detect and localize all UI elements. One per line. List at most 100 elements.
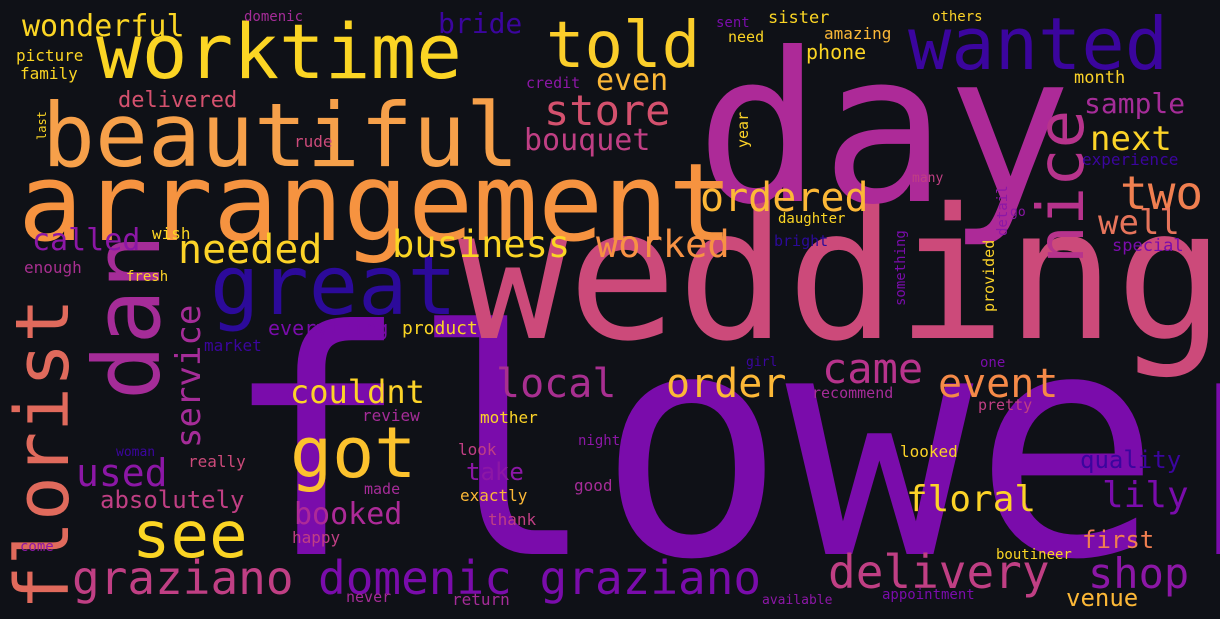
word-flower: flower	[222, 264, 1220, 619]
word-needed: needed	[178, 227, 323, 273]
word-go: go	[1010, 205, 1026, 220]
word-woman: woman	[116, 445, 156, 460]
word-well: well	[1098, 203, 1180, 243]
word-night: night	[578, 433, 621, 449]
word-service: service	[169, 304, 209, 448]
word-many: many	[912, 171, 944, 186]
word-shop: shop	[1088, 549, 1190, 598]
word-absolutely: absolutely	[100, 486, 245, 514]
word-something: something	[893, 230, 909, 306]
word-business: business	[392, 223, 571, 266]
word-product: product	[402, 318, 478, 339]
word-daughter: daughter	[778, 211, 846, 227]
word-fresh: fresh	[126, 269, 169, 285]
word-everything: everything	[268, 316, 389, 340]
word-market: market	[204, 336, 262, 355]
word-store: store	[544, 86, 671, 135]
word-day: day	[696, 9, 1072, 251]
word-exactly: exactly	[460, 486, 528, 505]
word-experience: experience	[1082, 150, 1179, 169]
word-ordered: ordered	[700, 175, 869, 221]
word-one: one	[980, 355, 1006, 371]
word-pretty: pretty	[978, 396, 1033, 414]
word-delivery: delivery	[828, 545, 1050, 599]
word-boutineer: boutineer	[996, 547, 1072, 563]
word-lily: lily	[1102, 475, 1189, 516]
word-made: made	[364, 480, 401, 498]
word-beautiful: beautiful	[42, 84, 519, 187]
word-never: never	[346, 588, 392, 606]
word-really: really	[188, 452, 246, 471]
word-got: got	[290, 412, 417, 494]
word-sister: sister	[768, 8, 830, 28]
word-bouquet: bouquet	[524, 123, 651, 158]
word-available: available	[762, 593, 833, 608]
word-others: others	[932, 9, 983, 25]
word-worked: worked	[596, 223, 730, 266]
word-wanted: wanted	[908, 2, 1169, 86]
word-nice: nice	[1025, 109, 1099, 264]
word-happy: happy	[292, 528, 341, 547]
word-event: event	[938, 361, 1059, 407]
word-couldnt: couldnt	[290, 373, 425, 411]
word-quality: quality	[1080, 446, 1182, 474]
word-delivered: delivered	[118, 88, 238, 113]
word-amazing: amazing	[824, 24, 892, 43]
word-month: month	[1074, 68, 1126, 88]
word-floral: floral	[906, 479, 1037, 520]
word-thank: thank	[488, 510, 537, 529]
word-sample: sample	[1084, 87, 1186, 120]
word-take: take	[466, 458, 524, 486]
word-even: even	[596, 63, 669, 98]
word-wonderful: wonderful	[22, 9, 185, 44]
word-come: come	[20, 539, 54, 555]
word-enough: enough	[24, 258, 82, 277]
word-order: order	[666, 361, 787, 407]
word-venue: venue	[1066, 584, 1139, 612]
word-provided: provided	[980, 239, 998, 312]
word-picture: picture	[16, 46, 84, 65]
word-review: review	[362, 406, 420, 425]
word-good: good	[574, 476, 613, 495]
word-looked: looked	[900, 442, 958, 461]
word-special: special	[1112, 236, 1184, 256]
word-first: first	[1082, 526, 1155, 554]
word-mother: mother	[480, 408, 538, 427]
word-bright: bright	[774, 232, 829, 250]
word-rude: rude	[294, 132, 333, 151]
word-bride: bride	[438, 7, 523, 40]
word-return: return	[452, 590, 510, 609]
word-appointment: appointment	[882, 587, 975, 603]
word-family: family	[20, 64, 78, 83]
word-detail: detail	[995, 185, 1011, 236]
word-two: two	[1120, 166, 1204, 220]
word-worktime: worktime	[96, 7, 463, 96]
word-phone: phone	[806, 40, 867, 64]
word-sent: sent	[716, 15, 750, 31]
word-look: look	[458, 440, 497, 459]
word-recommend: recommend	[812, 384, 894, 402]
word-booked: booked	[294, 497, 403, 532]
word-arrangement: arrangement	[18, 141, 734, 266]
word-see: see	[132, 499, 248, 573]
word-next: next	[1090, 119, 1172, 159]
word-told: told	[546, 9, 701, 83]
word-domenic-graziano: domenic graziano	[318, 551, 762, 605]
word-used: used	[76, 451, 168, 495]
word-wedding: wedding	[458, 169, 1220, 381]
word-year: year	[734, 111, 752, 148]
word-need: need	[728, 28, 765, 46]
word-came: came	[822, 344, 924, 393]
word-dan: dan	[74, 233, 181, 400]
word-great: great	[210, 239, 457, 334]
word-local: local	[496, 361, 617, 407]
word-girl: girl	[746, 355, 778, 370]
word-graziano: graziano	[72, 551, 294, 605]
word-florist: florist	[0, 298, 86, 610]
word-wish: wish	[152, 224, 191, 243]
word-domenic: domenic	[244, 9, 304, 25]
word-last: last	[35, 111, 49, 140]
word-called: called	[32, 223, 141, 258]
word-credit: credit	[526, 74, 581, 92]
